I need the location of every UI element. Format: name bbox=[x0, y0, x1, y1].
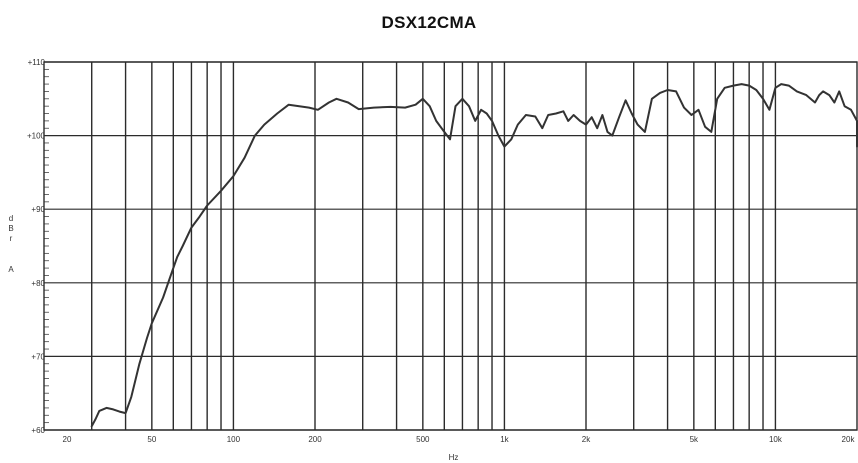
x-tick-label: 20k bbox=[842, 435, 856, 444]
x-tick-label: 50 bbox=[147, 435, 156, 444]
x-tick-label: 2k bbox=[582, 435, 591, 444]
y-axis-title-char: B bbox=[8, 224, 13, 233]
y-tick-label: +90 bbox=[31, 205, 45, 214]
y-axis-title: dBr A bbox=[8, 214, 14, 274]
y-tick-label: +70 bbox=[31, 352, 45, 361]
y-tick-label: +110 bbox=[28, 58, 46, 67]
y-tick-label: +60 bbox=[31, 426, 45, 435]
plot-frame bbox=[43, 61, 858, 431]
x-tick-label: 1k bbox=[500, 435, 509, 444]
y-tick-labels: +60 +70 +80 +90 +100 +110 bbox=[27, 58, 46, 435]
x-axis-title: Hz bbox=[449, 453, 459, 462]
x-tick-label: 5k bbox=[690, 435, 699, 444]
x-tick-labels: 20 50 100 200 500 1k 2k 5k 10k 20k bbox=[63, 435, 856, 444]
x-tick-label: 200 bbox=[308, 435, 322, 444]
y-minor-ticks bbox=[44, 68, 49, 424]
spl-response-curve bbox=[90, 83, 858, 428]
y-axis-title-char: d bbox=[9, 214, 13, 223]
x-tick-label: 100 bbox=[227, 435, 241, 444]
x-tick-label: 10k bbox=[769, 435, 783, 444]
x-tick-label: 500 bbox=[416, 435, 430, 444]
y-tick-label: +100 bbox=[27, 132, 46, 141]
chart-title: DSX12CMA bbox=[381, 13, 477, 32]
y-axis-title-char: A bbox=[8, 265, 14, 274]
y-tick-label: +80 bbox=[31, 279, 45, 288]
horizontal-gridlines bbox=[44, 61, 857, 431]
y-axis-title-char: r bbox=[10, 234, 13, 243]
x-tick-label: 20 bbox=[63, 435, 72, 444]
